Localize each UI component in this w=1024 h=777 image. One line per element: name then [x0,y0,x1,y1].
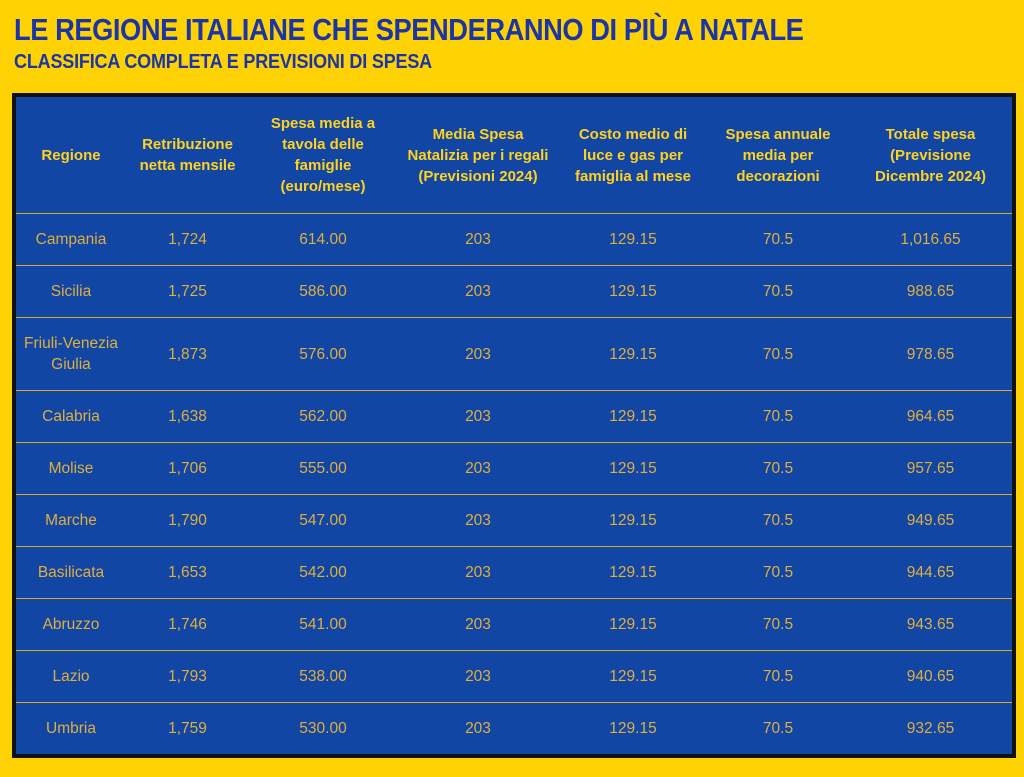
value-cell: 555.00 [249,442,397,495]
value-cell: 1,790 [126,494,249,547]
value-cell: 932.65 [849,702,1014,756]
value-cell: 129.15 [559,442,707,495]
value-cell: 129.15 [559,650,707,703]
table-row: Abruzzo 1,746 541.00 203 129.15 70.5 943.65 [14,598,1014,651]
value-cell: 129.15 [559,546,707,599]
value-cell: 586.00 [249,265,397,318]
value-cell: 203 [397,702,559,756]
value-cell: 70.5 [707,546,849,599]
value-cell: 1,016.65 [849,213,1014,266]
region-cell: Calabria [14,390,126,443]
value-cell: 542.00 [249,546,397,599]
value-cell: 70.5 [707,442,849,495]
value-cell: 1,653 [126,546,249,599]
page-subtitle: CLASSIFICA COMPLETA E PREVISIONI DI SPES… [14,51,433,74]
column-header-0: Regione [41,146,101,164]
value-cell: 988.65 [849,265,1014,318]
value-cell: 70.5 [707,494,849,547]
region-cell: Marche [14,494,126,547]
value-cell: 940.65 [849,650,1014,703]
region-cell: Lazio [14,650,126,703]
region-cell: Sicilia [14,265,126,318]
value-cell: 1,638 [126,390,249,443]
spending-table: Regione Retribuzione netta mensile Spesa m… [12,93,1016,758]
table-row: Campania 1,724 614.00 203 129.15 70.5 1,016.65 [14,213,1014,266]
value-cell: 1,725 [126,265,249,318]
value-cell: 129.15 [559,598,707,651]
value-cell: 203 [397,598,559,651]
value-cell: 541.00 [249,598,397,651]
value-cell: 70.5 [707,213,849,266]
value-cell: 203 [397,546,559,599]
value-cell: 538.00 [249,650,397,703]
value-cell: 129.15 [559,265,707,318]
value-cell: 978.65 [849,317,1014,391]
value-cell: 1,724 [126,213,249,266]
value-cell: 129.15 [559,702,707,756]
column-header-6: Totale spesa (Previsione Dicembre 2024) [875,125,986,185]
table-body: Campania 1,724 614.00 203 129.15 70.5 1,016.65… [14,213,1014,756]
table-row: Molise 1,706 555.00 203 129.15 70.5 957.65 [14,442,1014,495]
value-cell: 203 [397,265,559,318]
value-cell: 70.5 [707,702,849,756]
value-cell: 203 [397,650,559,703]
value-cell: 203 [397,442,559,495]
region-cell: Basilicata [14,546,126,599]
value-cell: 1,706 [126,442,249,495]
value-cell: 562.00 [249,390,397,443]
value-cell: 203 [397,213,559,266]
column-header-5: Spesa annuale media per decorazioni [725,125,831,185]
value-cell: 944.65 [849,546,1014,599]
value-cell: 957.65 [849,442,1014,495]
table-row: Sicilia 1,725 586.00 203 129.15 70.5 988.65 [14,265,1014,318]
region-cell: Umbria [14,702,126,756]
value-cell: 1,759 [126,702,249,756]
value-cell: 1,746 [126,598,249,651]
value-cell: 943.65 [849,598,1014,651]
value-cell: 547.00 [249,494,397,547]
masthead: LE REGIONE ITALIANE CHE SPENDERANNO DI P… [0,0,1024,93]
value-cell: 70.5 [707,390,849,443]
value-cell: 129.15 [559,390,707,443]
region-cell: Molise [14,442,126,495]
table-row: Friuli-Venezia Giulia 1,873 576.00 203 129.1… [14,317,1014,391]
table-header-row: Regione Retribuzione netta mensile Spesa m… [14,95,1014,214]
region-cell: Campania [14,213,126,266]
table-row: Umbria 1,759 530.00 203 129.15 70.5 932.65 [14,702,1014,756]
value-cell: 129.15 [559,317,707,391]
value-cell: 1,873 [126,317,249,391]
value-cell: 203 [397,317,559,391]
value-cell: 576.00 [249,317,397,391]
value-cell: 1,793 [126,650,249,703]
value-cell: 70.5 [707,317,849,391]
value-cell: 203 [397,390,559,443]
value-cell: 70.5 [707,650,849,703]
table-row: Calabria 1,638 562.00 203 129.15 70.5 964.65 [14,390,1014,443]
table-row: Basilicata 1,653 542.00 203 129.15 70.5 944.65 [14,546,1014,599]
value-cell: 203 [397,494,559,547]
value-cell: 530.00 [249,702,397,756]
column-header-4: Costo medio di luce e gas per famiglia a… [575,125,691,185]
table-row: Lazio 1,793 538.00 203 129.15 70.5 940.65 [14,650,1014,703]
value-cell: 614.00 [249,213,397,266]
value-cell: 70.5 [707,598,849,651]
value-cell: 129.15 [559,494,707,547]
region-cell: Friuli-Venezia Giulia [14,317,126,391]
value-cell: 964.65 [849,390,1014,443]
value-cell: 70.5 [707,265,849,318]
value-cell: 949.65 [849,494,1014,547]
value-cell: 129.15 [559,213,707,266]
page-title: LE REGIONE ITALIANE CHE SPENDERANNO DI P… [14,12,804,47]
column-header-2: Spesa media a tavola delle famiglie (eur… [270,115,376,195]
region-cell: Abruzzo [14,598,126,651]
table-row: Marche 1,790 547.00 203 129.15 70.5 949.65 [14,494,1014,547]
column-header-1: Retribuzione netta mensile [139,136,236,174]
column-header-3: Media Spesa Natalizia per i regali (Prev… [407,125,549,185]
